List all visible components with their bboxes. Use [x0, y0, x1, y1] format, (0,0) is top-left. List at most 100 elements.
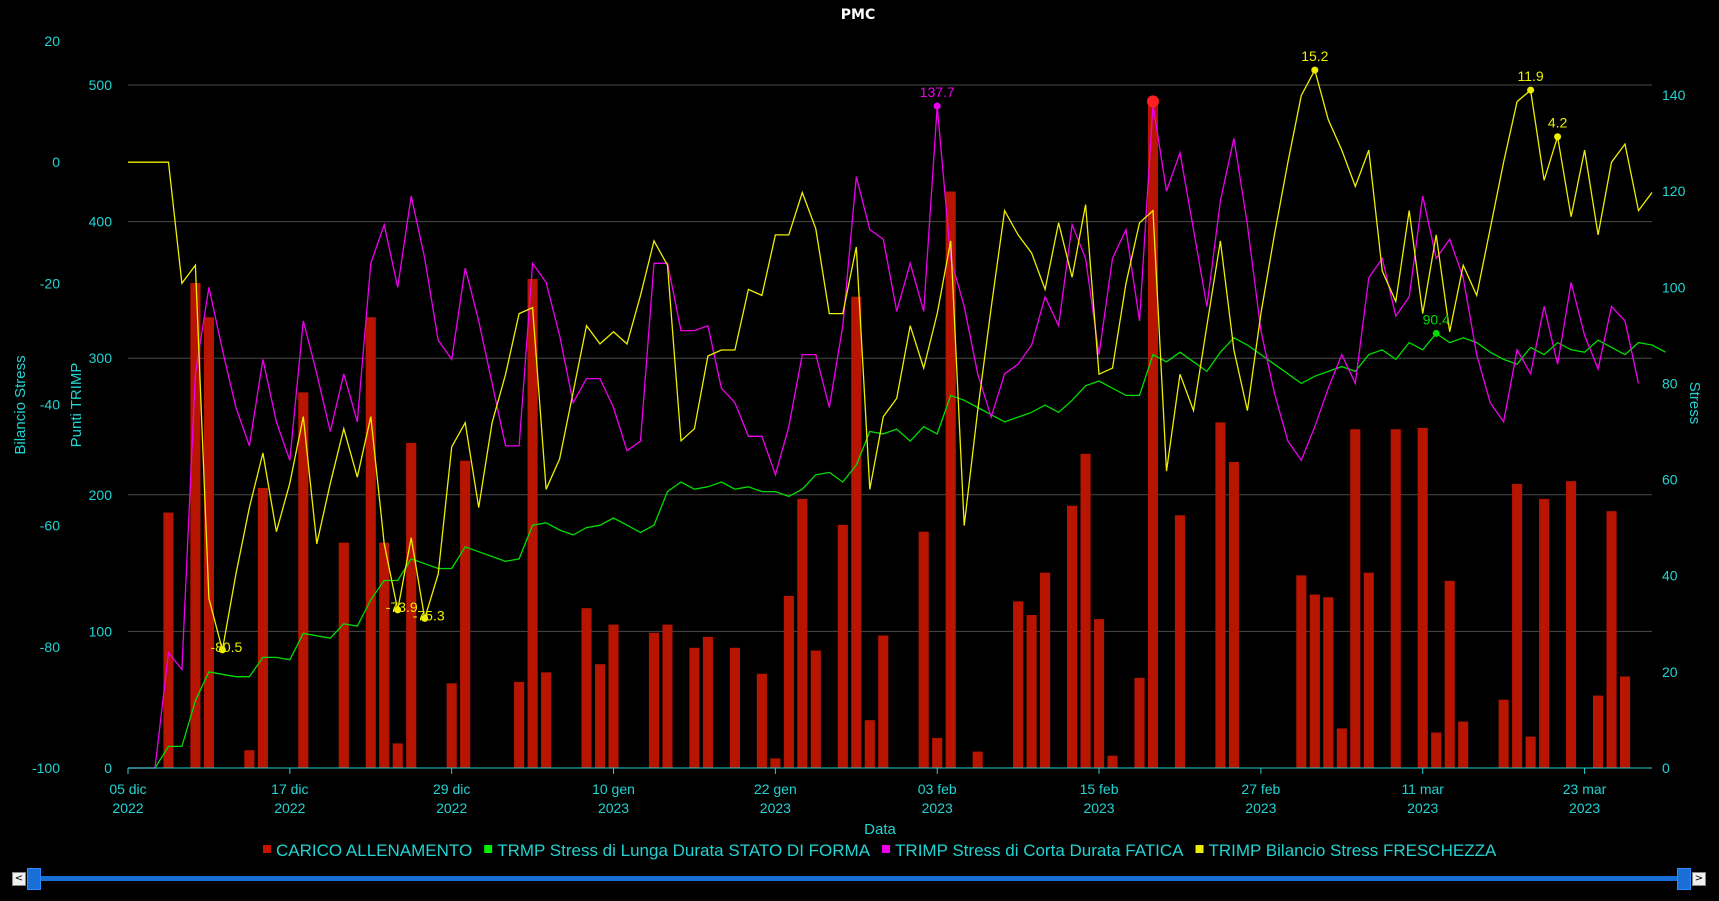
y-tick-balance: -40 — [40, 397, 60, 413]
x-tick-year: 2023 — [760, 800, 791, 816]
training-load-bar — [1566, 481, 1577, 768]
series-line-1 — [128, 332, 1666, 769]
annotation-label: -80.5 — [210, 639, 242, 655]
training-load-bar — [1228, 462, 1239, 768]
y-tick-balance: 20 — [44, 33, 60, 49]
training-load-bar — [1215, 422, 1226, 768]
training-load-bar — [594, 664, 606, 768]
x-tick-label: 15 feb — [1080, 781, 1119, 797]
x-tick-year: 2022 — [112, 800, 143, 816]
training-load-bar — [190, 283, 201, 768]
training-load-bar — [541, 672, 552, 768]
scroll-right-arrow[interactable]: > — [1692, 872, 1706, 886]
highlight-marker — [1146, 95, 1159, 108]
legend-swatch — [882, 845, 891, 853]
training-load-bar — [1013, 601, 1024, 768]
training-load-bar — [1363, 572, 1374, 768]
annotation-marker — [421, 614, 429, 622]
annotation-label: -75.3 — [413, 607, 445, 623]
time-range-scrollbar[interactable]: < > — [10, 868, 1708, 890]
training-load-bar — [689, 647, 700, 768]
training-load-bar — [1147, 101, 1159, 769]
annotation-marker — [1432, 329, 1440, 337]
y-tick-trimp: 0 — [104, 760, 112, 776]
x-tick-label: 27 feb — [1241, 781, 1280, 797]
annotation-marker — [933, 102, 941, 110]
x-tick-label: 29 dic — [433, 781, 470, 797]
training-load-bar — [298, 392, 309, 768]
annotation-label: -73.9 — [386, 599, 418, 615]
legend-swatch — [263, 845, 271, 853]
training-load-bar — [1525, 736, 1536, 768]
training-load-bar — [1067, 505, 1078, 768]
legend: CARICO ALLENAMENTO TRMP Stress di Lunga D… — [263, 841, 1497, 860]
y-tick-stress: 0 — [1662, 760, 1670, 776]
x-axis-label: Data — [864, 821, 896, 838]
training-load-bar — [648, 632, 660, 768]
training-load-bar — [1040, 572, 1051, 768]
y-tick-trimp: 100 — [89, 623, 113, 639]
training-load-bar — [1080, 453, 1091, 768]
y-tick-trimp: 400 — [89, 214, 113, 230]
training-load-bar — [1350, 429, 1361, 768]
series-line-3 — [128, 68, 1653, 651]
bar-series — [163, 101, 1631, 769]
legend-swatch — [484, 845, 493, 853]
y-tick-stress: 20 — [1662, 664, 1678, 680]
training-load-bar — [460, 460, 471, 768]
training-load-bar — [1458, 721, 1469, 768]
training-load-bar — [945, 191, 956, 769]
y-tick-stress: 80 — [1662, 375, 1678, 391]
y-axis-label-trimp: Punti TRIMP — [68, 363, 85, 448]
training-load-bar — [1606, 511, 1617, 768]
training-load-bar — [702, 636, 713, 768]
annotation-label: 15.2 — [1301, 48, 1328, 64]
x-tick-year: 2022 — [436, 800, 467, 816]
training-load-bar — [392, 743, 403, 768]
y-tick-balance: 0 — [52, 154, 60, 170]
line-series — [128, 68, 1666, 769]
y-tick-stress: 100 — [1662, 279, 1686, 295]
x-tick-year: 2023 — [1083, 800, 1114, 816]
legend-item-label: TRMP Stress di Lunga Durata STATO DI FOR… — [497, 841, 871, 860]
y-tick-stress: 40 — [1662, 568, 1678, 584]
scroll-track[interactable] — [32, 876, 1686, 881]
training-load-bar — [1107, 755, 1118, 768]
training-load-bar — [446, 683, 457, 768]
x-tick-year: 2023 — [1569, 800, 1600, 816]
training-load-bar — [163, 512, 174, 768]
training-load-bar — [972, 751, 983, 768]
training-load-bar — [365, 317, 376, 768]
scroll-handle-left[interactable] — [27, 868, 41, 890]
axes: 0100200300400500-100-80-60-40-2002002040… — [32, 33, 1686, 816]
y-tick-stress: 120 — [1662, 183, 1686, 199]
x-tick-label: 17 dic — [271, 781, 308, 797]
training-load-bar — [918, 531, 929, 768]
training-load-bar — [1512, 483, 1523, 768]
training-load-bar — [662, 624, 673, 768]
training-load-bar — [1026, 615, 1037, 768]
x-tick-label: 22 gen — [754, 781, 797, 797]
training-load-bar — [1174, 515, 1186, 768]
training-load-bar — [810, 650, 821, 768]
training-load-bar — [1323, 597, 1334, 768]
x-tick-label: 11 mar — [1401, 781, 1444, 797]
annotation-label: 90.4 — [1423, 311, 1450, 327]
training-load-bar — [1498, 699, 1509, 768]
training-load-bar — [1619, 676, 1631, 768]
x-tick-year: 2023 — [922, 800, 953, 816]
training-load-bar — [203, 317, 214, 768]
x-tick-label: 23 mar — [1563, 781, 1607, 797]
training-load-bar — [1444, 580, 1455, 768]
legend-swatch — [1195, 845, 1204, 853]
y-tick-balance: -20 — [40, 275, 60, 291]
training-load-bar — [837, 524, 848, 768]
scroll-handle-right[interactable] — [1677, 868, 1691, 890]
training-load-bar — [851, 296, 862, 768]
training-load-bar — [608, 624, 619, 768]
training-load-bar — [878, 635, 889, 768]
scroll-left-arrow[interactable]: < — [12, 872, 26, 886]
x-tick-year: 2023 — [1245, 800, 1276, 816]
y-tick-trimp: 500 — [89, 77, 113, 93]
training-load-bar — [581, 608, 592, 768]
